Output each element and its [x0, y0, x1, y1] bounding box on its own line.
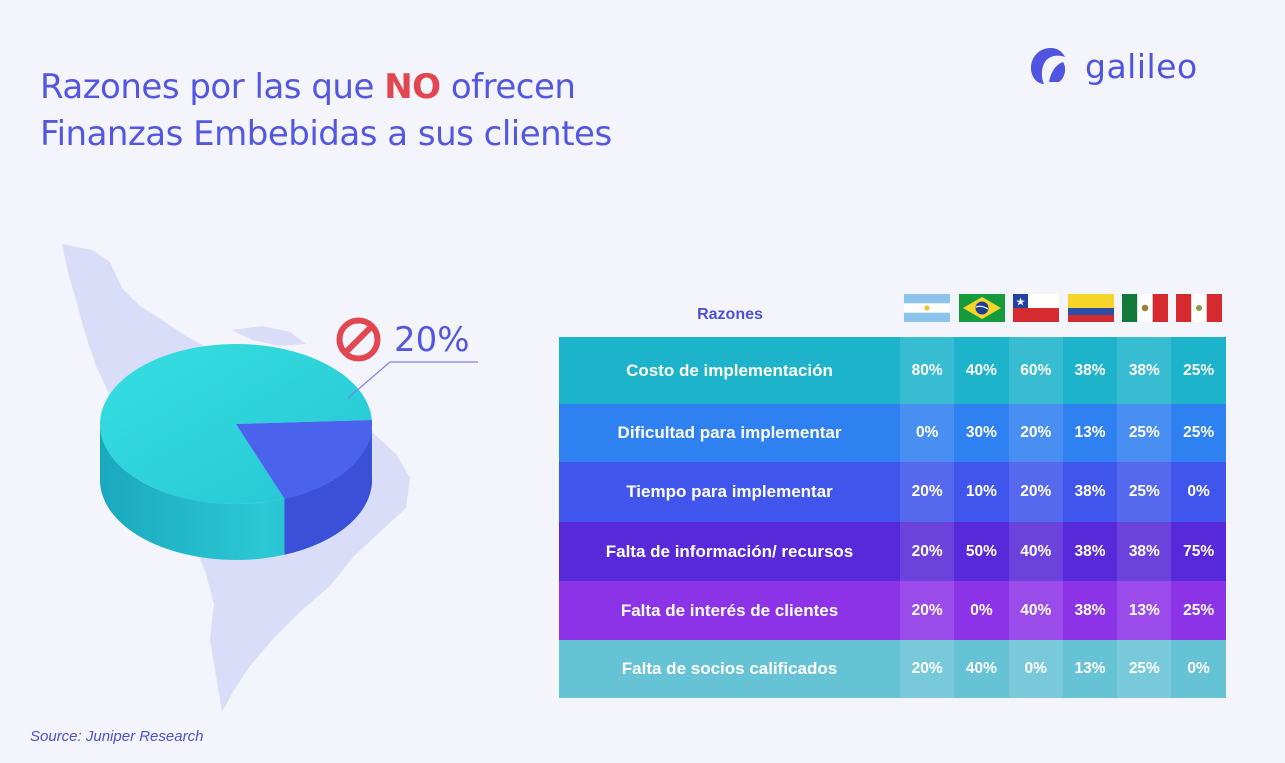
- table-cell-colombia: 13%: [1074, 660, 1106, 677]
- pie-body: [99, 344, 373, 560]
- table-row-reason: Dificultad para implementar: [617, 423, 842, 442]
- table-row: Falta de información/ recursos 20% 50% 40% 3…: [559, 522, 1226, 581]
- table-row: Costo de implementación 80% 40% 60% 38% 38% 25…: [559, 337, 1226, 404]
- table-cell-mxico: 38%: [1117, 522, 1172, 581]
- mexico-flag-icon: [1122, 294, 1168, 322]
- pie-callout: 20%: [335, 316, 470, 363]
- table-cell-per: 0%: [1187, 483, 1210, 500]
- table-cell-mxico: 13%: [1117, 581, 1172, 640]
- table-cell-per: 25%: [1183, 424, 1215, 441]
- table-row-reason: Falta de socios calificados: [621, 659, 838, 678]
- table-cell-brasil: 30%: [965, 424, 997, 441]
- table-cell-colombia: 38%: [1074, 483, 1106, 500]
- table-cell-mxico: 25%: [1117, 404, 1172, 462]
- table-row-reason: Tiempo para implementar: [626, 482, 833, 501]
- table-row: Falta de interés de clientes 20% 0% 40% 38% 1…: [559, 581, 1226, 640]
- table-cell-argentina: 0%: [900, 404, 955, 462]
- table-cell-chile: 20%: [1008, 404, 1063, 462]
- argentina-flag-icon: [904, 294, 950, 322]
- pie-slice-main: [99, 344, 372, 505]
- source-note: Source: Juniper Research: [30, 728, 204, 745]
- table-cell-brasil: 0%: [970, 601, 993, 619]
- pie-callout-value: 20%: [394, 319, 470, 360]
- reasons-table: Costo de implementación 80% 40% 60% 38% 38% 25…: [559, 337, 1226, 698]
- galileo-logo-icon: [1031, 48, 1066, 84]
- table-cell-per: 25%: [1183, 361, 1215, 379]
- table-cell-per: 75%: [1183, 542, 1215, 560]
- table-cell-brasil: 40%: [965, 361, 997, 379]
- table-cell-chile: 60%: [1008, 337, 1063, 404]
- prohibited-icon: [336, 317, 381, 362]
- table-cell-mxico: 25%: [1117, 462, 1172, 522]
- table-row-reason: Costo de implementación: [626, 360, 833, 380]
- table-cell-mxico: 25%: [1117, 640, 1172, 698]
- table-row-reason: Falta de interés de clientes: [620, 600, 839, 620]
- title-line1-after: ofrecen: [440, 67, 576, 107]
- table-row-reason: Falta de información/ recursos: [605, 541, 854, 561]
- table-cell-mxico: 38%: [1117, 337, 1172, 404]
- peru-flag-icon: [1176, 294, 1222, 322]
- table-row: Dificultad para implementar 0% 30% 20% 13% 25…: [559, 404, 1226, 462]
- table-cell-chile: 20%: [1008, 462, 1063, 522]
- pie-slice-highlight: [236, 420, 372, 499]
- callout-leader-line: [347, 361, 478, 399]
- page-title: Razones por las que NO ofrecen Finanzas …: [40, 64, 612, 158]
- table-cell-colombia: 38%: [1074, 542, 1106, 560]
- brand-logo: galileo: [1027, 44, 1198, 88]
- table-cell-colombia: 13%: [1074, 424, 1106, 441]
- table-column-header-reasons: Razones: [697, 306, 763, 323]
- pie-chart: [99, 344, 373, 560]
- title-line1-before: Razones por las que: [40, 67, 385, 107]
- title-line2: Finanzas Embebidas a sus clientes: [40, 114, 612, 154]
- table-cell-per: 25%: [1183, 601, 1215, 619]
- table-row: Falta de socios calificados 20% 40% 0% 13% 25…: [559, 640, 1226, 698]
- table-cell-per: 0%: [1187, 660, 1210, 677]
- title-emphasis: NO: [384, 67, 441, 107]
- colombia-flag-icon: [1068, 294, 1114, 322]
- table-cell-argentina: 20%: [900, 522, 955, 581]
- table-cell-brasil: 10%: [965, 483, 997, 500]
- table-cell-argentina: 80%: [900, 337, 955, 404]
- table-row: Tiempo para implementar 20% 10% 20% 38% 25% 0%: [559, 462, 1226, 522]
- table-cell-argentina: 20%: [900, 640, 955, 698]
- table-cell-chile: 40%: [1008, 522, 1063, 581]
- table-cell-colombia: 38%: [1074, 601, 1106, 619]
- pie-slice-side: [284, 420, 373, 555]
- table-cell-chile: 40%: [1008, 581, 1063, 640]
- brazil-flag-icon: [959, 294, 1005, 322]
- table-cell-chile: 0%: [1008, 640, 1063, 698]
- table-cell-colombia: 38%: [1074, 361, 1106, 379]
- brand-name: galileo: [1085, 46, 1198, 86]
- table-cell-argentina: 20%: [900, 462, 955, 522]
- table-cell-brasil: 40%: [965, 660, 997, 677]
- table-cell-argentina: 20%: [900, 581, 955, 640]
- table-cell-brasil: 50%: [965, 542, 997, 560]
- chile-flag-icon: [1013, 294, 1059, 322]
